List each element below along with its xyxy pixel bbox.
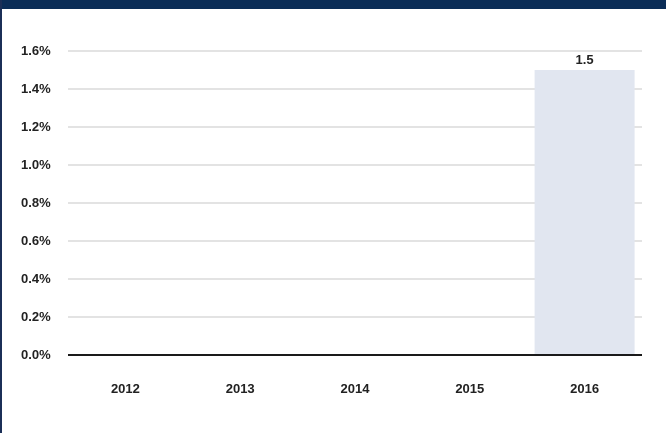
y-tick-label: 0.0%	[21, 347, 51, 362]
labels: 0.0% 0.2% 0.4% 0.6% 0.8% 1.0% 1.2% 1.4% 1.6% 2012…	[21, 43, 599, 396]
y-tick-label: 0.8%	[21, 195, 51, 210]
y-tick-label: 1.0%	[21, 157, 51, 172]
y-tick-label: 1.2%	[21, 119, 51, 134]
x-tick-label: 2013	[226, 381, 255, 396]
y-tick-label: 0.6%	[21, 233, 51, 248]
x-tick-label: 2016	[570, 381, 599, 396]
header-bar	[2, 0, 666, 9]
x-tick-label: 2012	[111, 381, 140, 396]
y-tick-label: 1.6%	[21, 43, 51, 58]
data-label: 1.5	[576, 52, 594, 67]
x-tick-label: 2015	[455, 381, 484, 396]
bar	[534, 70, 635, 355]
y-tick-label: 0.2%	[21, 309, 51, 324]
bars	[534, 70, 635, 355]
y-tick-label: 0.4%	[21, 271, 51, 286]
x-tick-label: 2014	[341, 381, 371, 396]
y-tick-label: 1.4%	[21, 81, 51, 96]
